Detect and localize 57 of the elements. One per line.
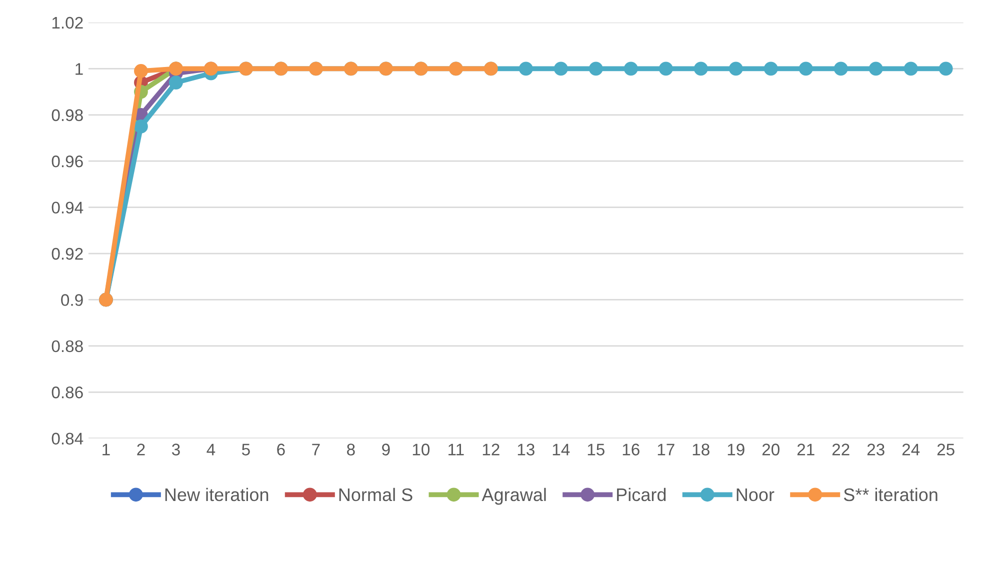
x-tick-label: 17 [658,444,674,456]
x-tick-label: 24 [902,444,920,456]
point [554,62,568,76]
point [834,62,848,76]
legend-label: S** iteration [844,488,938,502]
x-tick-label: 10 [412,444,430,456]
point [134,120,148,134]
x-tick-label: 13 [518,444,534,456]
x-tick-label: 4 [206,444,216,456]
legend-label: Agrawal [482,488,546,505]
x-tick-label: 5 [242,444,250,456]
point [518,62,533,76]
y-tick-label: 0.88 [52,340,83,352]
y-tick-label: 1.02 [52,16,83,29]
y-tick-label: 0.98 [52,109,83,122]
point [868,62,883,76]
legend-label: New iteration [165,488,268,502]
x-tick-label: 21 [797,444,814,456]
x-tick-label: 18 [692,444,710,456]
x-tick-label: 12 [482,444,500,456]
point [624,62,638,76]
y-tick-label: 1 [76,63,83,75]
y-tick-label: 0.92 [52,248,83,260]
point [134,64,148,78]
x-tick-label: 6 [277,444,285,456]
point [588,62,603,76]
y-tick-label: 0.94 [52,202,84,214]
y-tick-label: 0.9 [61,294,83,306]
x-tick-label: 1 [102,444,110,456]
x-tick-label: 19 [728,444,744,456]
x-tick-label: 7 [312,444,320,456]
x-tick-label: 2 [137,444,145,456]
point [728,62,743,76]
x-tick-label: 3 [172,444,180,456]
x-tick-label: 8 [347,444,355,456]
x-tick-label: 20 [762,444,780,456]
x-tick-label: 22 [832,444,850,456]
y-tick-label: 0.86 [52,386,83,398]
point [694,62,708,76]
point [938,62,953,76]
x-tick-label: 16 [622,444,640,456]
x-tick-label: 23 [867,444,884,456]
point [904,62,918,76]
x-tick-label: 11 [448,444,464,456]
y-tick-label: 0.96 [52,156,83,168]
point [658,62,673,76]
y-tick-label: 0.84 [52,432,84,445]
point [798,62,813,76]
x-tick-label: 9 [382,444,390,456]
legend-label: Picard [617,488,666,502]
point [764,62,778,76]
legend-label: Normal S [339,488,412,502]
x-tick-label: 25 [937,444,954,456]
legend-label: Noor [736,488,774,502]
x-tick-label: 15 [588,444,604,456]
point [169,76,183,90]
x-tick-label: 14 [552,444,570,456]
